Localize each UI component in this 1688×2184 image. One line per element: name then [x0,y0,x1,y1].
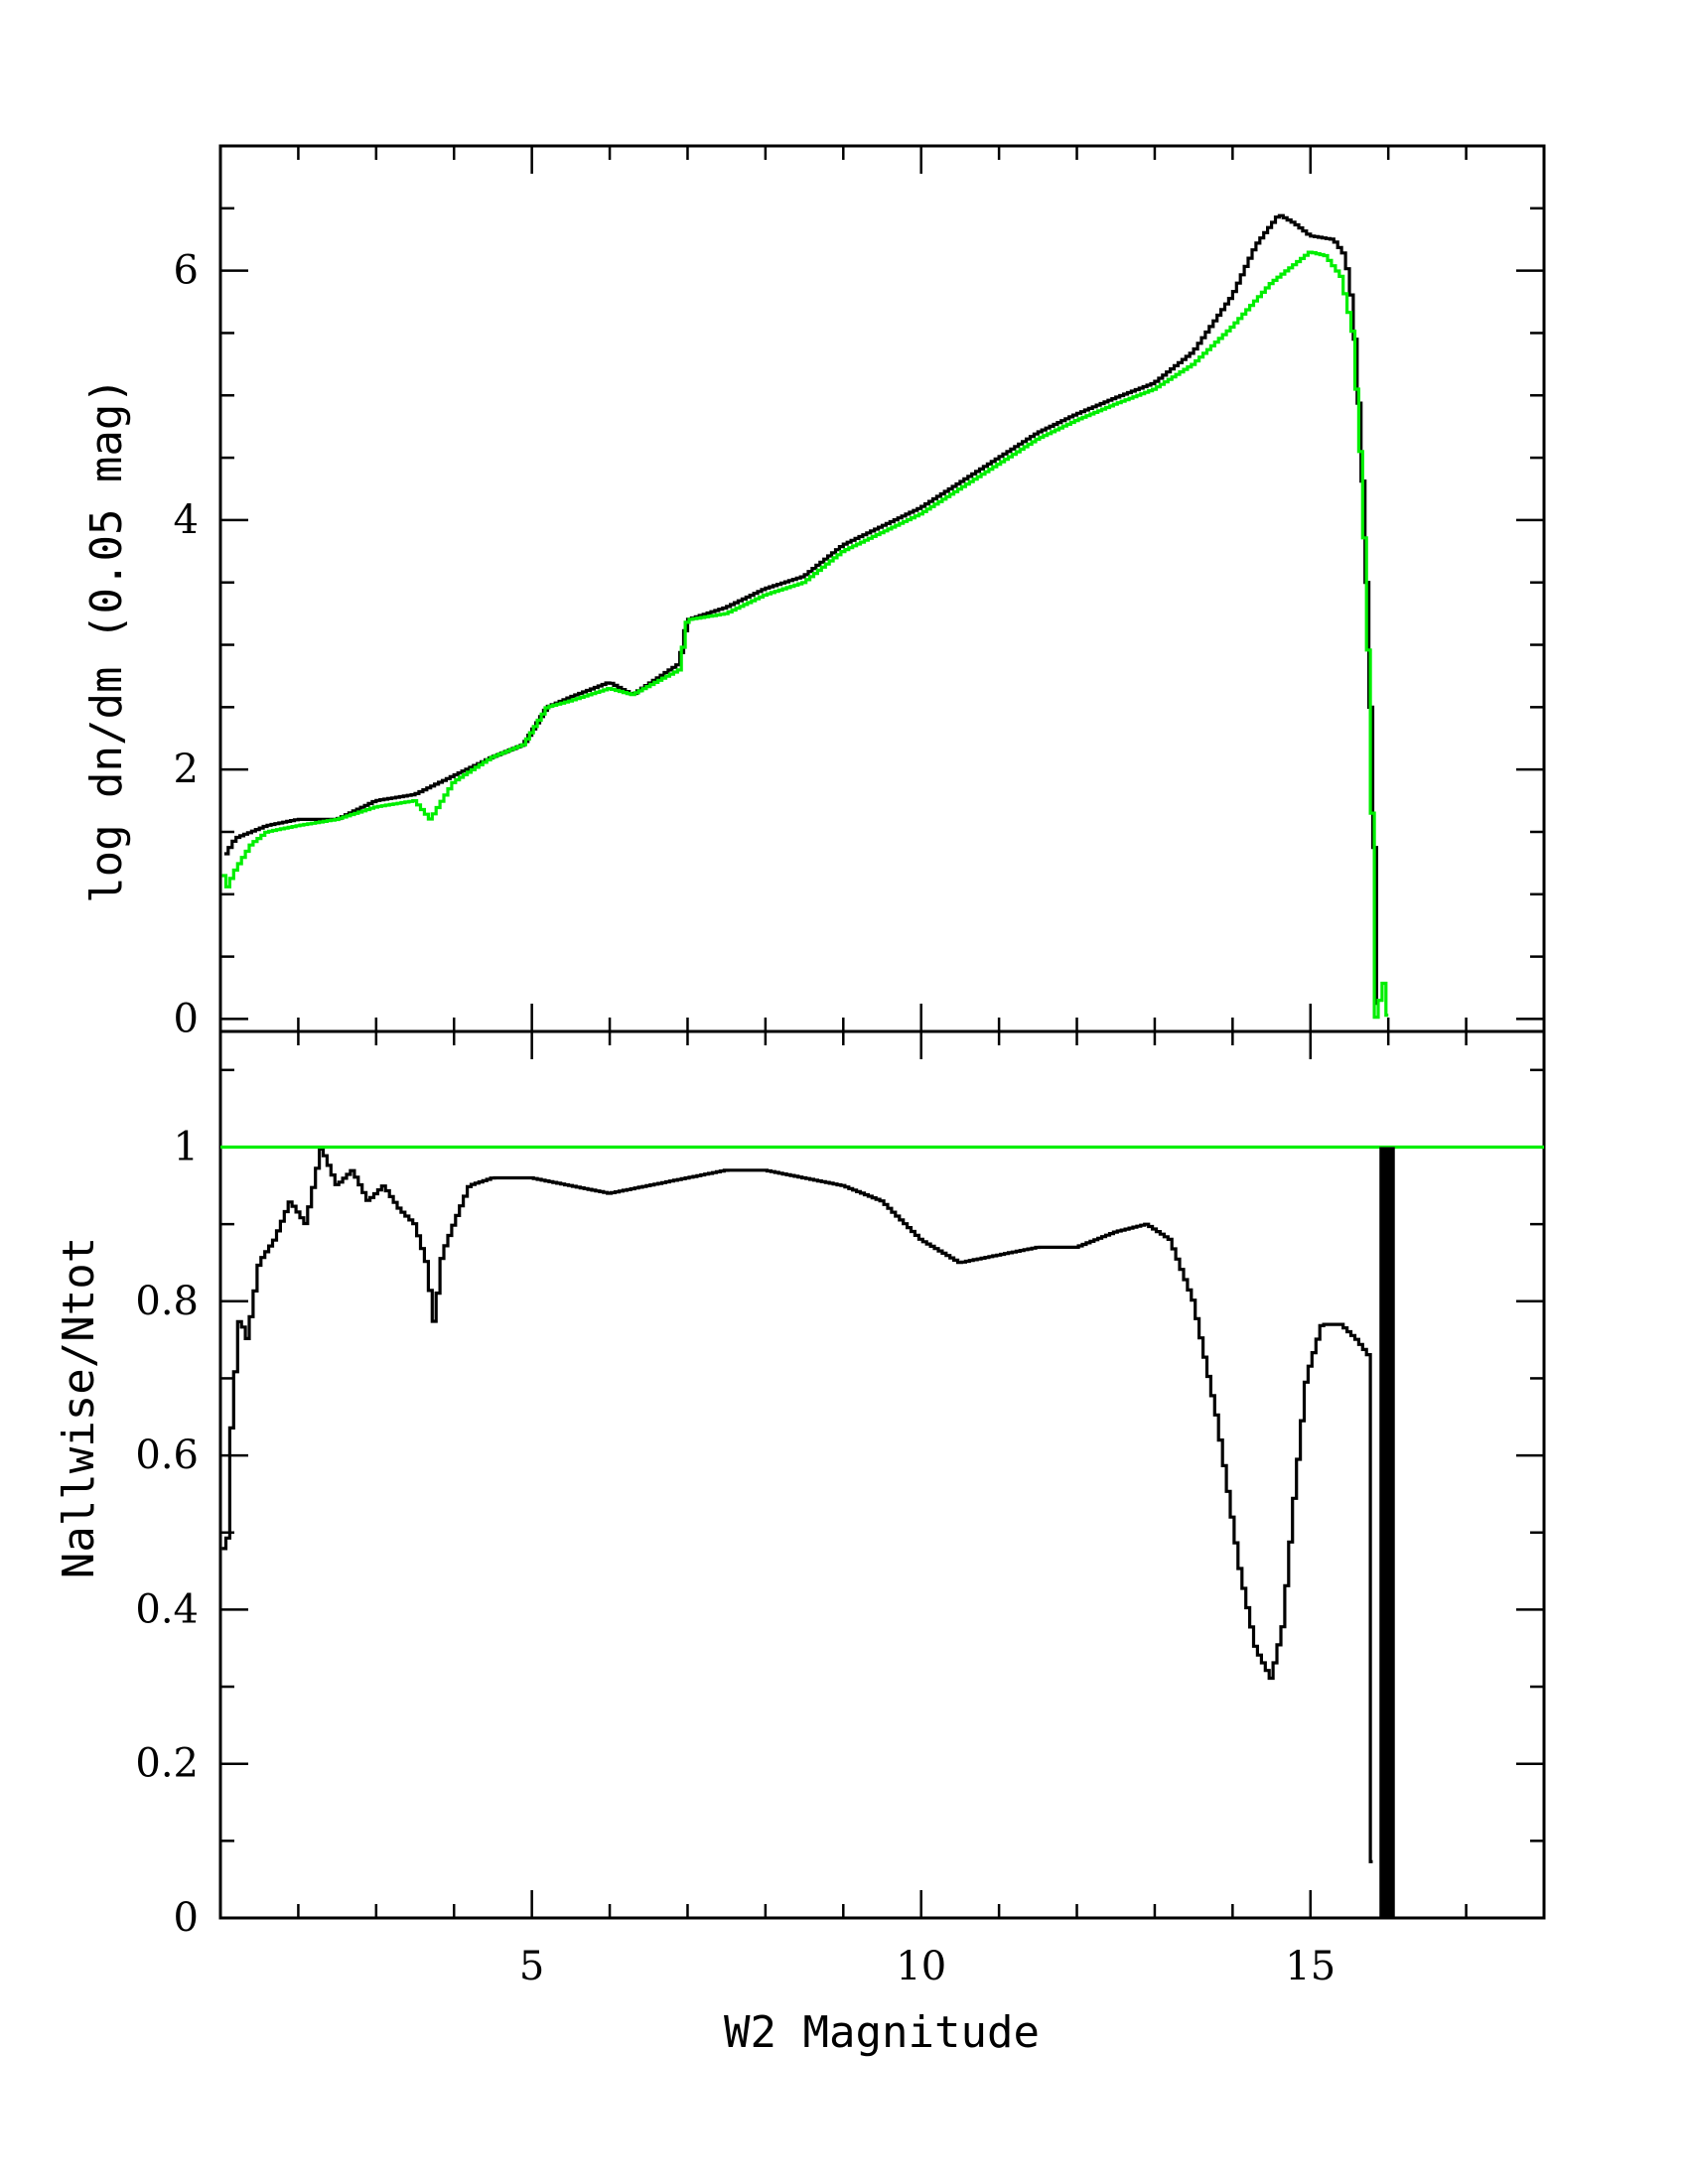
y-tick-label: 0.6 [135,1433,199,1478]
data-series-line [221,1147,1373,1863]
top-y-axis-label: log dn/dm (0.05 mag) [81,377,132,903]
x-axis-label: W2 Magnitude [724,2007,1040,2058]
y-tick-label: 0 [174,996,199,1041]
x-tick-label: 5 [519,1944,544,1989]
x-tick-label: 15 [1285,1944,1336,1989]
y-tick-label: 6 [174,248,199,294]
y-tick-label: 0.8 [135,1279,199,1324]
y-tick-label: 2 [174,747,199,792]
y-tick-label: 4 [174,497,199,543]
y-tick-label: 1 [174,1124,199,1169]
y-tick-label: 0 [174,1895,199,1941]
top-panel: 0 2 4 6 [174,144,1546,1041]
bottom-panel: 00.20.40.60.815 10 15 [135,1029,1546,1989]
plot-frame [218,1029,1546,1920]
y-tick-label: 0.4 [135,1586,199,1632]
data-series-line [221,250,1389,1020]
y-tick-label: 0.2 [135,1741,199,1787]
x-tick-label: 10 [896,1944,946,1989]
bottom-y-axis-label: Nallwise/Ntot [54,1237,104,1578]
plot-frame [218,144,1546,1033]
data-series-line [223,213,1379,1006]
